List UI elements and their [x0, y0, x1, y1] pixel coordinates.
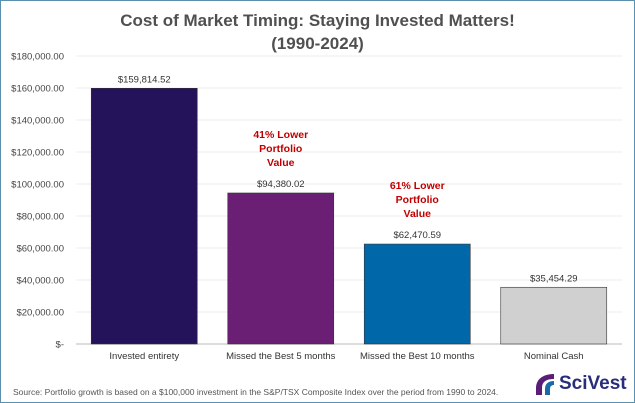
y-tick-label: $- [56, 340, 64, 351]
bar [90, 87, 198, 345]
logo-icon [536, 374, 554, 395]
y-tick-label: $60,000.00 [16, 244, 64, 255]
title-line-2: (1990-2024) [271, 34, 364, 53]
y-tick-label: $40,000.00 [16, 276, 64, 287]
bar [500, 286, 608, 345]
data-label: $62,470.59 [393, 230, 441, 241]
title-line-1: Cost of Market Timing: Staying Invested … [120, 11, 515, 30]
source-note: Source: Portfolio growth is based on a $… [13, 387, 499, 397]
y-tick-label: $20,000.00 [16, 308, 64, 319]
annotation: Portfolio [259, 143, 302, 155]
x-tick-label: Missed the Best 5 months [226, 351, 336, 362]
y-tick-label: $160,000.00 [11, 84, 64, 95]
y-tick-label: $120,000.00 [11, 148, 64, 159]
y-tick-label: $180,000.00 [11, 52, 64, 63]
data-label: $35,454.29 [530, 273, 578, 284]
y-tick-label: $140,000.00 [11, 116, 64, 127]
annotation: Value [404, 208, 432, 220]
annotation: 61% Lower [390, 180, 445, 192]
y-tick-label: $80,000.00 [16, 212, 64, 223]
bar [363, 243, 471, 345]
annotation: Value [267, 157, 295, 169]
x-tick-label: Nominal Cash [524, 351, 584, 362]
logo-text: SciVest [559, 373, 627, 394]
data-label: $159,814.52 [118, 74, 171, 85]
x-tick-label: Invested entirety [109, 351, 179, 362]
data-label: $94,380.02 [257, 179, 305, 190]
x-tick-label: Missed the Best 10 months [360, 351, 475, 362]
y-tick-label: $100,000.00 [11, 180, 64, 191]
chart-title: Cost of Market Timing: Staying Invested … [1, 9, 634, 55]
annotation: Portfolio [396, 194, 439, 206]
scivest-logo: SciVest [534, 372, 627, 396]
annotation: 41% Lower [253, 129, 308, 141]
bar [227, 192, 335, 345]
